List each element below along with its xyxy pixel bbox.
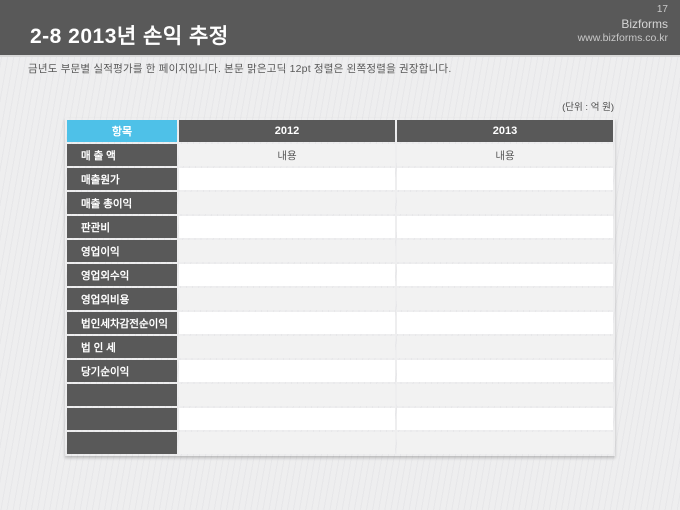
cell-2013 — [397, 432, 613, 454]
cell-2013 — [397, 192, 613, 214]
table-row — [67, 432, 613, 454]
cell-2012: 내용 — [179, 144, 395, 166]
table-body: 매 출 액 내용 내용 매출원가 매출 총이익 판관비 영업이익 영업외수익 영업외비용 법인세차… — [67, 144, 613, 454]
cell-2012 — [179, 216, 395, 238]
cell-2012 — [179, 336, 395, 358]
brand-name: Bizforms — [621, 16, 668, 31]
cell-2013 — [397, 240, 613, 262]
unit-label: (단위 : 억 원) — [562, 102, 614, 113]
cell-2012 — [179, 432, 395, 454]
row-label: 법 인 세 — [67, 336, 177, 358]
table-row: 매출원가 — [67, 168, 613, 190]
cell-2013 — [397, 288, 613, 310]
cell-2012 — [179, 384, 395, 406]
table-row — [67, 384, 613, 406]
column-header-item: 항목 — [67, 120, 177, 142]
cell-2012 — [179, 288, 395, 310]
table-row: 매출 총이익 — [67, 192, 613, 214]
row-label: 당기순이익 — [67, 360, 177, 382]
brand-url[interactable]: www.bizforms.co.kr — [577, 31, 668, 44]
row-label: 영업외비용 — [67, 288, 177, 310]
table-row: 당기순이익 — [67, 360, 613, 382]
cell-2012 — [179, 312, 395, 334]
table-row: 법 인 세 — [67, 336, 613, 358]
cell-2013 — [397, 384, 613, 406]
cell-2013 — [397, 216, 613, 238]
title-bar: 2-8 2013년 손익 추정 17 Bizforms www.bizforms… — [0, 0, 680, 57]
table-row: 법인세차감전순이익 — [67, 312, 613, 334]
column-header-2013: 2013 — [397, 120, 613, 142]
row-label: 영업이익 — [67, 240, 177, 262]
table-header-row: 항목 2012 2013 — [67, 120, 613, 142]
row-label — [67, 384, 177, 406]
profit-loss-table: 항목 2012 2013 매 출 액 내용 내용 매출원가 매출 총이익 판관비 영업이익 영… — [65, 118, 615, 456]
table-row: 영업외수익 — [67, 264, 613, 286]
cell-2012 — [179, 360, 395, 382]
cell-2013 — [397, 168, 613, 190]
table-row: 판관비 — [67, 216, 613, 238]
cell-2013 — [397, 408, 613, 430]
row-label: 법인세차감전순이익 — [67, 312, 177, 334]
row-label: 영업외수익 — [67, 264, 177, 286]
row-label: 판관비 — [67, 216, 177, 238]
cell-2013 — [397, 312, 613, 334]
column-header-2012: 2012 — [179, 120, 395, 142]
cell-2013: 내용 — [397, 144, 613, 166]
table-row: 영업외비용 — [67, 288, 613, 310]
cell-2012 — [179, 168, 395, 190]
table-header: 항목 2012 2013 — [67, 120, 613, 142]
cell-2012 — [179, 192, 395, 214]
table-row — [67, 408, 613, 430]
cell-2013 — [397, 264, 613, 286]
table-row: 매 출 액 내용 내용 — [67, 144, 613, 166]
brand-block: 17 Bizforms www.bizforms.co.kr — [578, 4, 668, 45]
subtitle-text: 금년도 부문별 실적평가를 한 페이지입니다. 본문 맑은고딕 12pt 정렬은… — [28, 63, 452, 75]
row-label — [67, 408, 177, 430]
row-label: 매 출 액 — [67, 144, 177, 166]
row-label: 매출원가 — [67, 168, 177, 190]
page-number: 17 — [656, 4, 668, 15]
page-title: 2-8 2013년 손익 추정 — [30, 25, 229, 48]
table-row: 영업이익 — [67, 240, 613, 262]
row-label: 매출 총이익 — [67, 192, 177, 214]
cell-2013 — [397, 360, 613, 382]
cell-2012 — [179, 264, 395, 286]
cell-2012 — [179, 240, 395, 262]
cell-2012 — [179, 408, 395, 430]
row-label — [67, 432, 177, 454]
cell-2013 — [397, 336, 613, 358]
